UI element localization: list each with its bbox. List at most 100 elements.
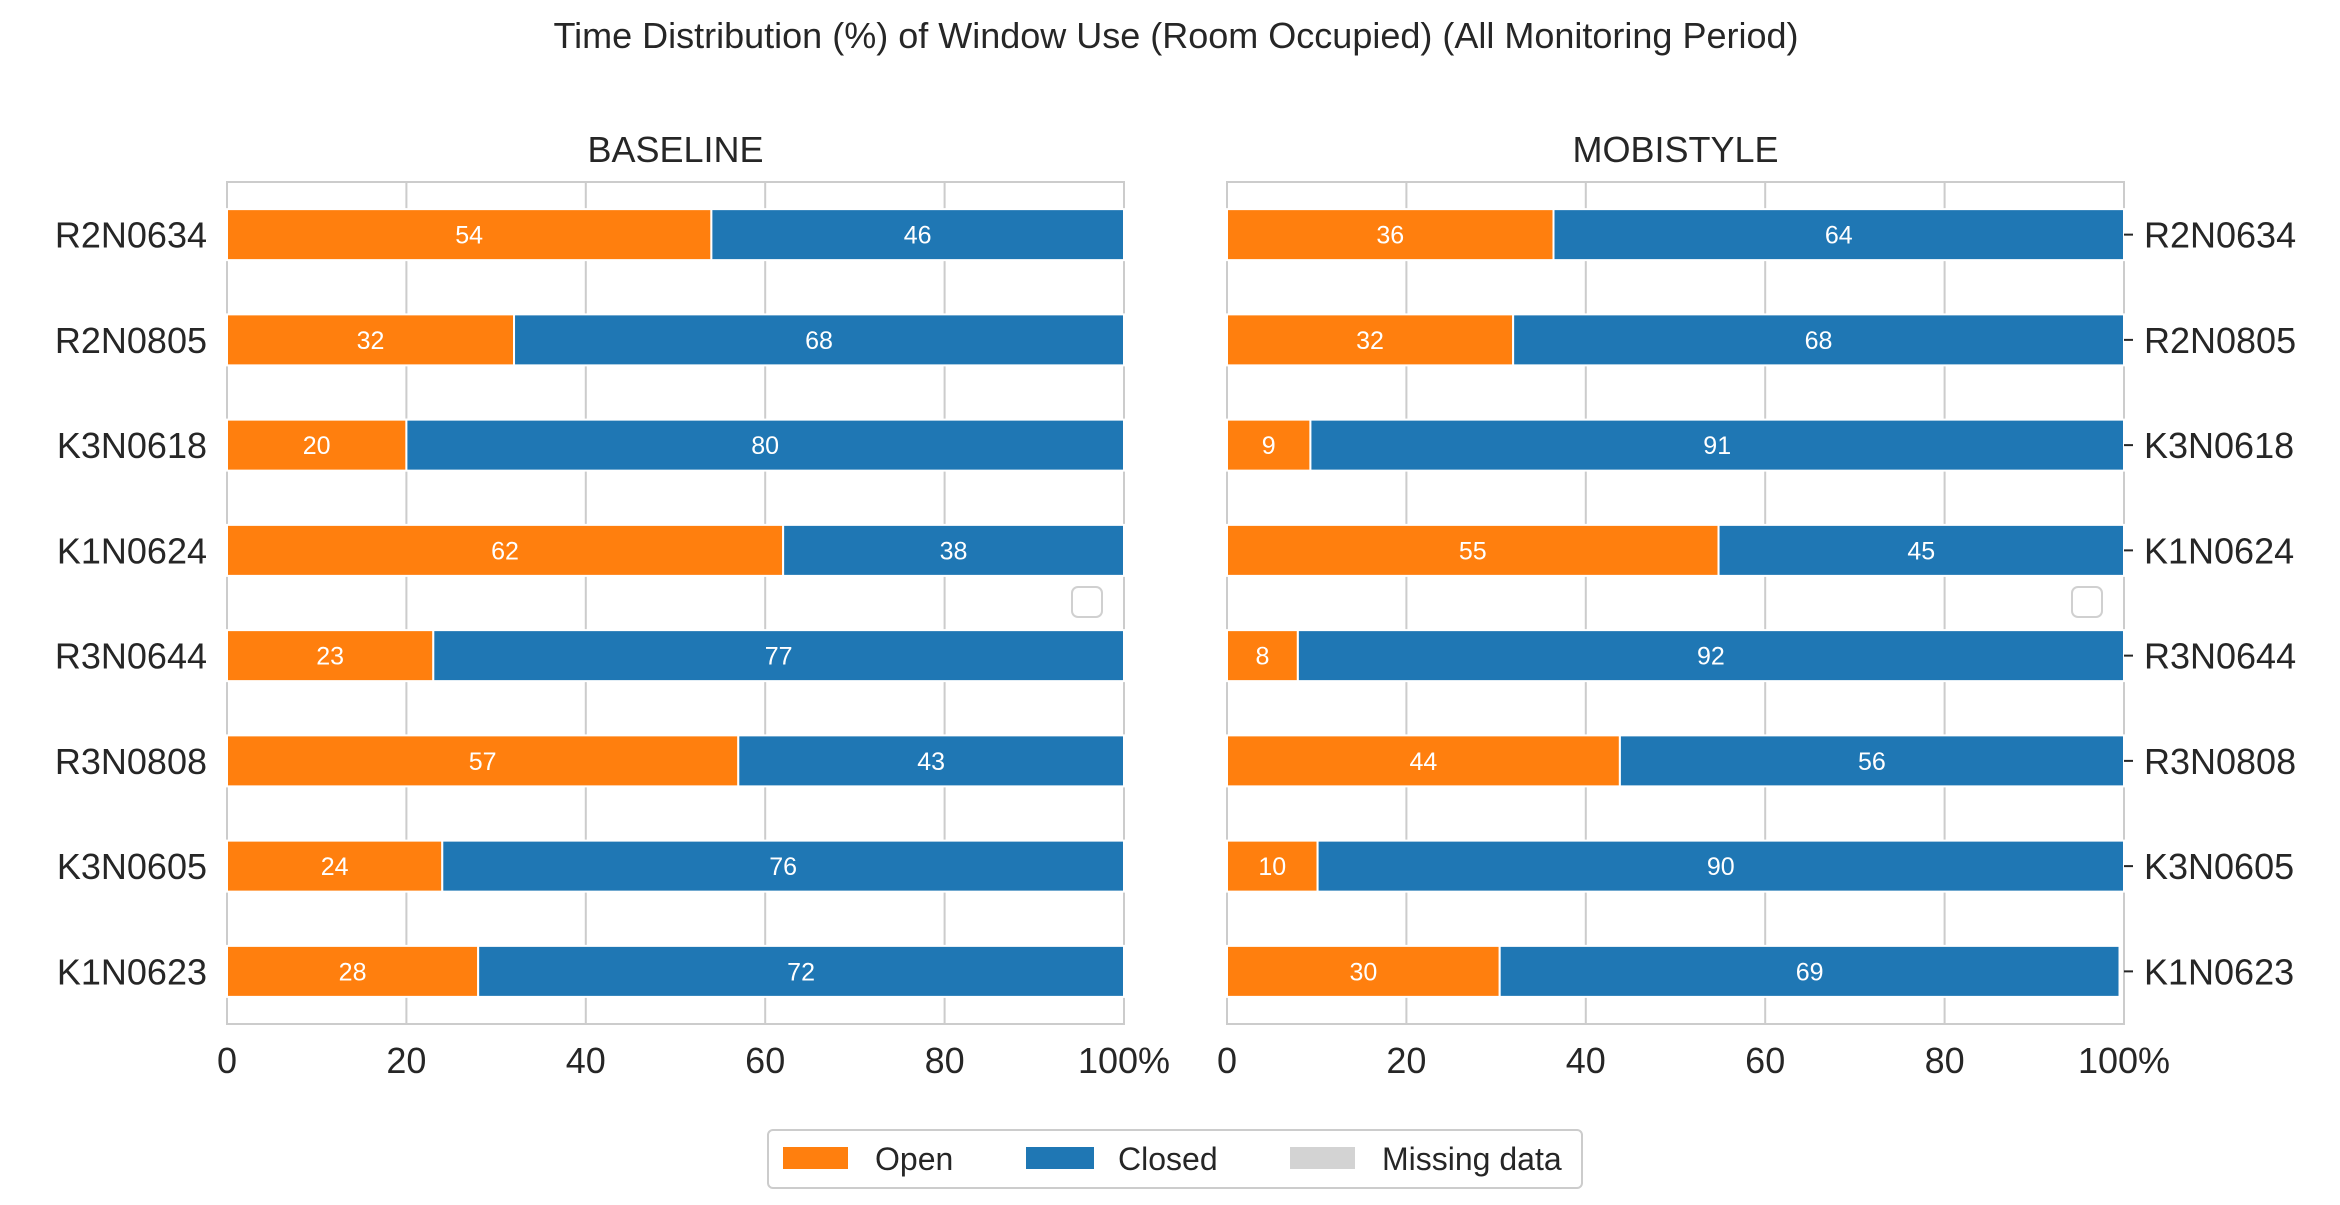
bar-closed bbox=[432, 629, 1125, 683]
x-tick-label: 40 bbox=[566, 1040, 606, 1081]
data-label-closed: 68 bbox=[1805, 327, 1833, 355]
bar-row-k3n0618: 20 80 K3N0618 bbox=[57, 418, 1125, 472]
bar-open bbox=[1226, 313, 1515, 367]
empty-legend-box bbox=[2071, 586, 2103, 618]
y-tick-label: K1N0623 bbox=[57, 951, 207, 992]
bar-closed bbox=[477, 944, 1126, 998]
bar-row-k3n0618: 9 91 K3N0618 bbox=[1226, 418, 2294, 472]
bar-row-k3n0605: 24 76 K3N0605 bbox=[57, 839, 1125, 893]
data-label-open: 24 bbox=[321, 853, 349, 881]
panel-title: BASELINE bbox=[587, 129, 763, 170]
data-label-open: 36 bbox=[1376, 222, 1404, 250]
legend-item-open: Open bbox=[783, 1141, 953, 1177]
y-tick-label: R2N0805 bbox=[55, 320, 207, 361]
bar-row-k1n0624: 62 38 K1N0624 bbox=[57, 523, 1125, 577]
bar-row-r2n0805: 32 68 R2N0805 bbox=[55, 313, 1125, 367]
legend-label-closed: Closed bbox=[1118, 1141, 1218, 1177]
data-label-closed: 72 bbox=[787, 958, 815, 986]
y-tick-label: R2N0634 bbox=[55, 215, 207, 256]
y-tick-label: K3N0605 bbox=[2144, 846, 2294, 887]
bar-open bbox=[1226, 839, 1319, 893]
x-tick-label: 20 bbox=[1386, 1040, 1426, 1081]
data-label-open: 55 bbox=[1459, 537, 1487, 565]
empty-legend-box bbox=[1071, 586, 1103, 618]
bar-row-r2n0805: 32 68 R2N0805 bbox=[1226, 313, 2296, 367]
y-tick-label: R2N0805 bbox=[2144, 320, 2296, 361]
x-tick-label: 0 bbox=[1217, 1040, 1237, 1081]
bar-closed bbox=[782, 523, 1125, 577]
bar-row-k1n0624: 55 45 K1N0624 bbox=[1226, 523, 2294, 577]
legend-item-closed: Closed bbox=[1026, 1141, 1218, 1177]
bar-closed bbox=[1316, 839, 2126, 893]
figure-title: Time Distribution (%) of Window Use (Roo… bbox=[553, 15, 1798, 56]
data-label-closed: 91 bbox=[1703, 432, 1731, 460]
data-label-open: 8 bbox=[1255, 643, 1269, 671]
y-tick-label: R3N0808 bbox=[2144, 741, 2296, 782]
legend-label-missing-data: Missing data bbox=[1382, 1141, 1562, 1177]
x-tick-label: 100% bbox=[1078, 1040, 1170, 1081]
bar-row-k1n0623: 30 69 K1N0623 bbox=[1226, 944, 2294, 998]
legend-swatch-missing-data bbox=[1290, 1147, 1355, 1169]
data-label-open: 28 bbox=[339, 958, 367, 986]
y-tick-label: K3N0618 bbox=[57, 425, 207, 466]
data-label-open: 32 bbox=[1356, 327, 1384, 355]
chart-panel-1: BASELINE 0 20 40 60 80 100% 54 46 R2N0634 32 68 R2N0… bbox=[55, 129, 1170, 1081]
x-tick-label: 0 bbox=[217, 1040, 237, 1081]
bar-row-r2n0634: 36 64 R2N0634 bbox=[1226, 208, 2296, 262]
data-label-closed: 69 bbox=[1796, 958, 1824, 986]
bar-closed bbox=[405, 418, 1125, 472]
x-tick-label: 60 bbox=[1745, 1040, 1785, 1081]
bar-row-r3n0644: 8 92 R3N0644 bbox=[1226, 629, 2296, 683]
y-tick-label: K3N0618 bbox=[2144, 425, 2294, 466]
bar-open bbox=[226, 313, 516, 367]
data-label-closed: 77 bbox=[765, 643, 793, 671]
legend: Open Closed Missing data bbox=[767, 1129, 1583, 1189]
chart-panel-2: MOBISTYLE 0 20 40 60 80 100% 36 64 R2N0634 32 68 R2N… bbox=[1217, 129, 2296, 1081]
bar-row-r3n0644: 23 77 R3N0644 bbox=[55, 629, 1125, 683]
bar-closed bbox=[737, 734, 1125, 788]
panel-title: MOBISTYLE bbox=[1572, 129, 1778, 170]
x-tick-label: 100% bbox=[2078, 1040, 2170, 1081]
x-tick-label: 80 bbox=[1925, 1040, 1965, 1081]
data-label-closed: 90 bbox=[1707, 853, 1735, 881]
data-label-open: 20 bbox=[303, 432, 331, 460]
data-label-closed: 38 bbox=[940, 537, 968, 565]
plot-frame bbox=[226, 181, 1125, 1025]
bar-closed bbox=[710, 208, 1125, 262]
legend-swatch-closed bbox=[1026, 1147, 1094, 1169]
data-label-open: 54 bbox=[455, 222, 483, 250]
plot-frame bbox=[1226, 181, 2125, 1025]
data-label-closed: 80 bbox=[751, 432, 779, 460]
legend-swatch-open bbox=[783, 1147, 848, 1169]
data-label-closed: 46 bbox=[904, 222, 932, 250]
y-tick-label: K1N0624 bbox=[57, 530, 207, 571]
data-label-closed: 76 bbox=[769, 853, 797, 881]
y-tick-label: R3N0808 bbox=[55, 741, 207, 782]
bar-closed bbox=[1296, 629, 2126, 683]
x-tick-label: 40 bbox=[1566, 1040, 1606, 1081]
x-tick-label: 60 bbox=[745, 1040, 785, 1081]
bar-row-k1n0623: 28 72 K1N0623 bbox=[57, 944, 1126, 998]
bar-row-r2n0634: 54 46 R2N0634 bbox=[55, 208, 1125, 262]
bar-closed bbox=[513, 313, 1125, 367]
data-label-closed: 45 bbox=[1907, 537, 1935, 565]
data-label-open: 62 bbox=[491, 537, 519, 565]
bar-open bbox=[226, 734, 740, 788]
data-label-closed: 68 bbox=[805, 327, 833, 355]
y-tick-label: K1N0624 bbox=[2144, 530, 2294, 571]
bar-row-r3n0808: 44 56 R3N0808 bbox=[1226, 734, 2296, 788]
data-label-open: 23 bbox=[316, 643, 344, 671]
data-label-closed: 92 bbox=[1697, 643, 1725, 671]
data-label-closed: 64 bbox=[1825, 222, 1853, 250]
bar-row-r3n0808: 57 43 R3N0808 bbox=[55, 734, 1125, 788]
legend-frame bbox=[767, 1129, 1583, 1189]
legend-item-missing-data: Missing data bbox=[1290, 1141, 1562, 1177]
data-label-open: 44 bbox=[1410, 748, 1438, 776]
bar-closed bbox=[1498, 944, 2121, 998]
bar-open bbox=[226, 629, 435, 683]
x-tick-label: 20 bbox=[386, 1040, 426, 1081]
data-label-open: 57 bbox=[469, 748, 497, 776]
data-label-closed: 56 bbox=[1858, 748, 1886, 776]
bar-open bbox=[226, 208, 713, 262]
